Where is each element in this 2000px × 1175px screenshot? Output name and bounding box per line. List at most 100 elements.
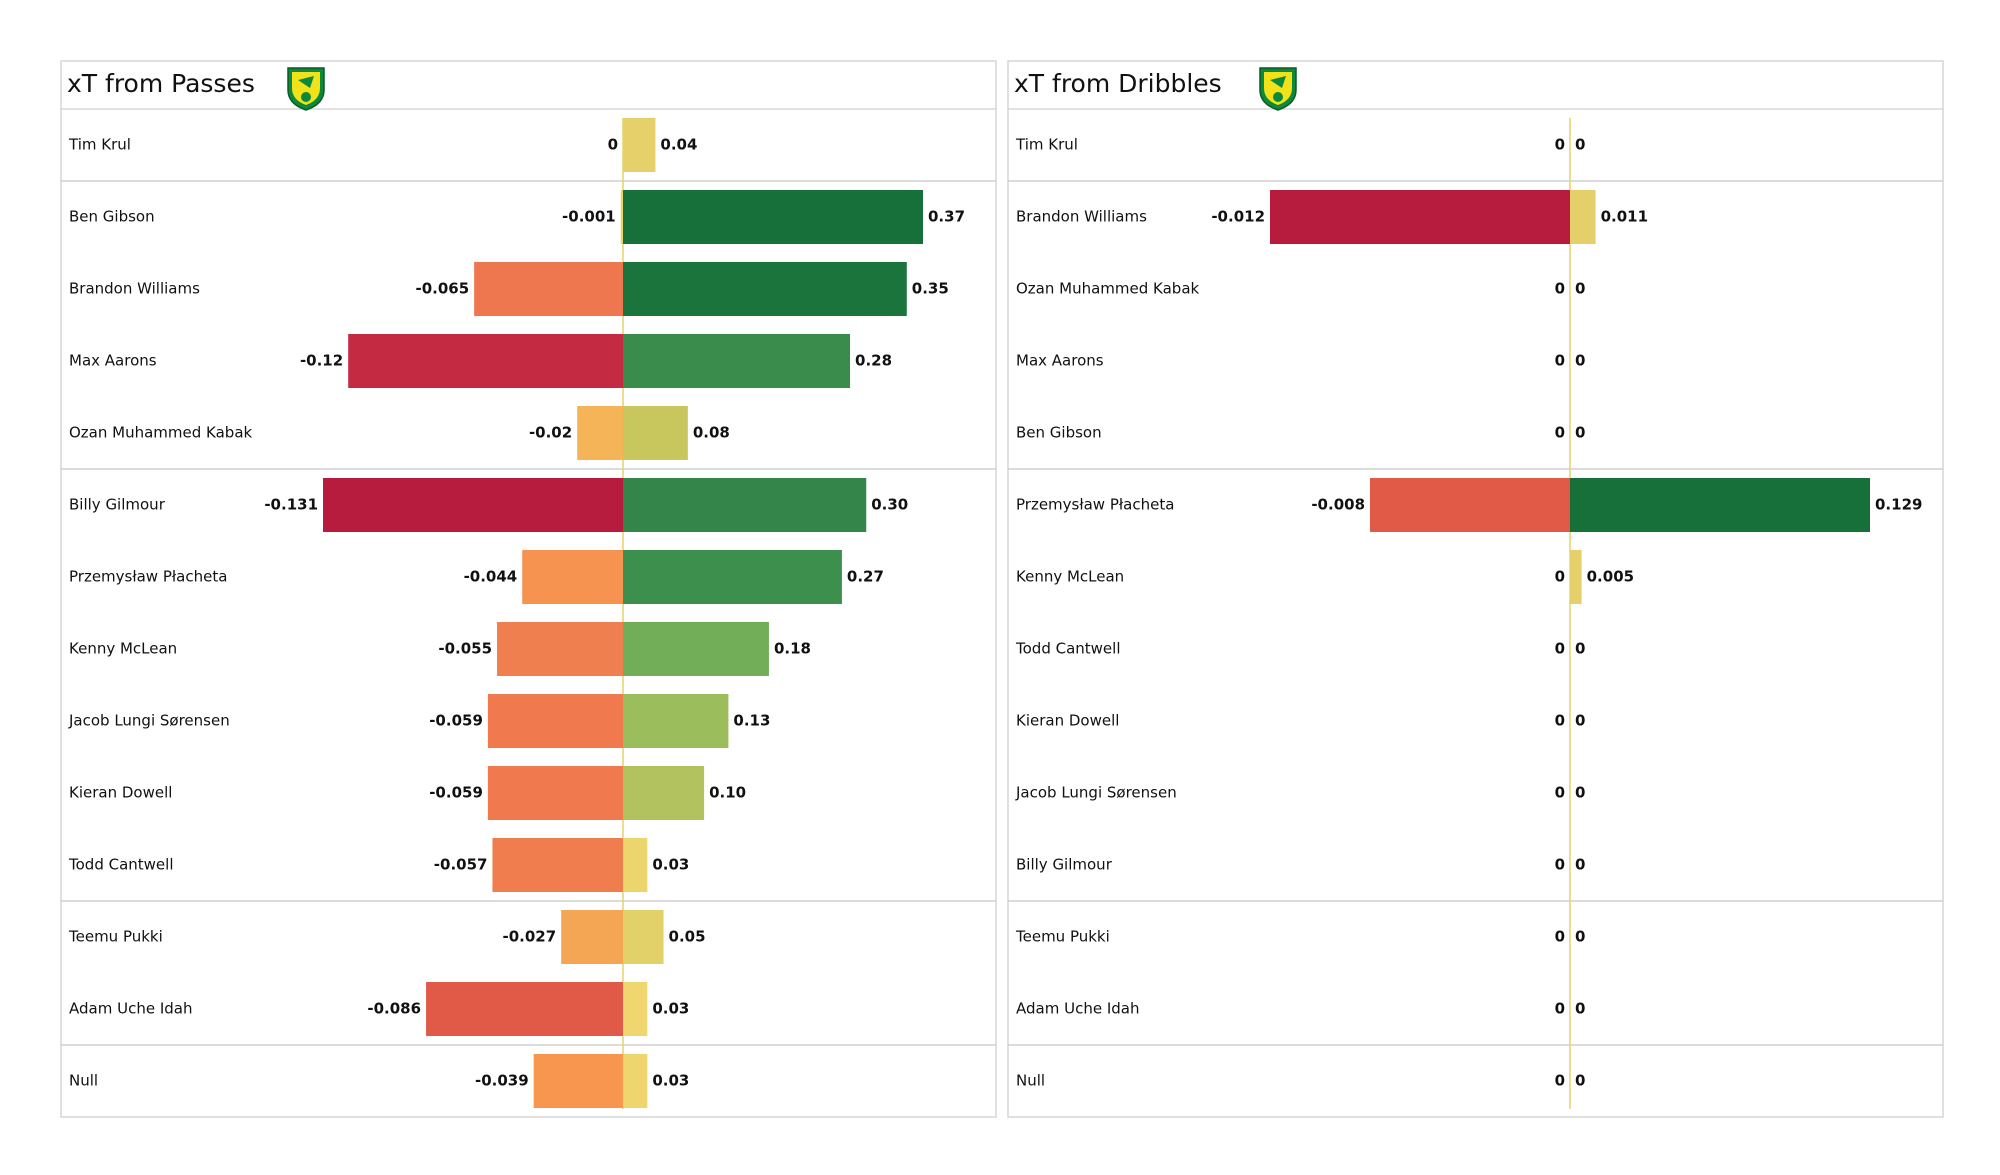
value-label: 0 [1575,640,1585,658]
value-label: 0 [1555,640,1565,658]
value-label: 0.005 [1587,568,1634,586]
value-label: 0.04 [660,136,697,154]
negative-bar [487,766,623,820]
value-label: 0.28 [855,352,892,370]
negative-bar [487,694,623,748]
value-label: 0.18 [774,640,811,658]
player-name: Billy Gilmour [1016,856,1113,874]
value-label: 0 [1555,928,1565,946]
value-label: -0.055 [438,640,492,658]
positive-bar [623,622,769,676]
positive-bar [623,982,648,1036]
negative-bar [577,406,623,460]
value-label: 0.03 [652,1072,689,1090]
player-name: Ozan Muhammed Kabak [69,424,253,442]
player-name: Ben Gibson [1016,424,1102,442]
value-label: 0 [1575,136,1585,154]
value-label: 0 [1555,1000,1565,1018]
player-name: Adam Uche Idah [69,1000,192,1018]
player-name: Kieran Dowell [1016,712,1119,730]
value-label: 0 [1555,856,1565,874]
player-name: Ben Gibson [69,208,155,226]
player-name: Jacob Lungi Sørensen [68,712,230,730]
value-label: 0 [1575,712,1585,730]
negative-bar [561,910,623,964]
value-label: 0 [1555,424,1565,442]
value-label: -0.027 [502,928,556,946]
value-label: -0.057 [434,856,488,874]
positive-bar [1570,550,1582,604]
value-label: 0 [1555,784,1565,802]
negative-bar [492,838,623,892]
value-label: 0.05 [669,928,706,946]
value-label: -0.059 [429,712,483,730]
positive-bar [623,406,688,460]
value-label: 0 [1575,352,1585,370]
value-label: 0.35 [912,280,949,298]
positive-bar [623,478,867,532]
value-label: -0.065 [415,280,469,298]
positive-bar [623,118,656,172]
player-name: Przemysław Płacheta [69,568,227,586]
player-name: Ozan Muhammed Kabak [1016,280,1200,298]
player-name: Kenny McLean [69,640,177,658]
value-label: 0.30 [871,496,908,514]
value-label: -0.131 [264,496,318,514]
positive-bar [623,190,923,244]
positive-bar [623,1054,648,1108]
value-label: 0.37 [928,208,965,226]
positive-bar [1570,478,1870,532]
negative-bar [323,478,623,532]
panel-frame [60,60,997,1118]
value-label: -0.12 [300,352,343,370]
player-name: Null [1016,1072,1045,1090]
logos [287,67,1297,111]
negative-bar [1370,478,1570,532]
positive-bar [623,694,729,748]
panel: xT from Passes Tim Krul 0 0.04 Ben Gibson -0.… [60,60,997,1118]
value-label: 0.011 [1601,208,1648,226]
negative-bar [522,550,623,604]
club-crest [287,67,325,111]
player-name: Brandon Williams [1016,208,1147,226]
player-name: Max Aarons [1016,352,1104,370]
value-label: 0 [1555,1072,1565,1090]
value-label: 0 [608,136,618,154]
value-label: 0 [1575,424,1585,442]
player-name: Jacob Lungi Sørensen [1015,784,1177,802]
value-label: 0 [1555,712,1565,730]
value-label: 0 [1555,568,1565,586]
value-label: 0.129 [1875,496,1922,514]
player-name: Tim Krul [1015,136,1078,154]
panel-title: xT from Passes [67,69,255,98]
value-label: 0 [1575,1000,1585,1018]
value-label: 0 [1575,856,1585,874]
value-label: 0 [1575,928,1585,946]
value-label: -0.001 [562,208,616,226]
value-label: 0.03 [652,1000,689,1018]
player-name: Kenny McLean [1016,568,1124,586]
negative-bar [533,1054,623,1108]
positive-bar [623,766,705,820]
player-name: Przemysław Płacheta [1016,496,1174,514]
player-name: Teemu Pukki [1015,928,1110,946]
value-label: 0 [1575,1072,1585,1090]
value-label: 0 [1575,784,1585,802]
panel-frame [1007,60,1944,1118]
value-label: 0 [1555,136,1565,154]
value-label: 0.03 [652,856,689,874]
positive-bar [1570,190,1596,244]
value-label: 0.10 [709,784,746,802]
negative-bar [497,622,623,676]
player-name: Adam Uche Idah [1016,1000,1139,1018]
value-label: 0.13 [733,712,770,730]
value-label: -0.059 [429,784,483,802]
negative-bar [426,982,623,1036]
positive-bar [623,262,907,316]
value-label: -0.008 [1311,496,1365,514]
value-label: -0.086 [367,1000,421,1018]
negative-bar [474,262,623,316]
value-label: 0 [1575,280,1585,298]
